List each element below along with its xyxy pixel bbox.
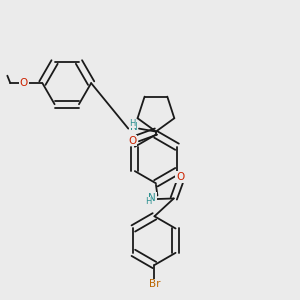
Text: N: N [130, 122, 137, 132]
Text: O: O [20, 78, 28, 88]
Text: N: N [148, 193, 156, 202]
Text: H: H [129, 119, 135, 128]
Text: O: O [128, 136, 136, 146]
Text: Br: Br [149, 279, 160, 289]
Text: O: O [176, 172, 184, 182]
Text: H: H [145, 197, 151, 206]
